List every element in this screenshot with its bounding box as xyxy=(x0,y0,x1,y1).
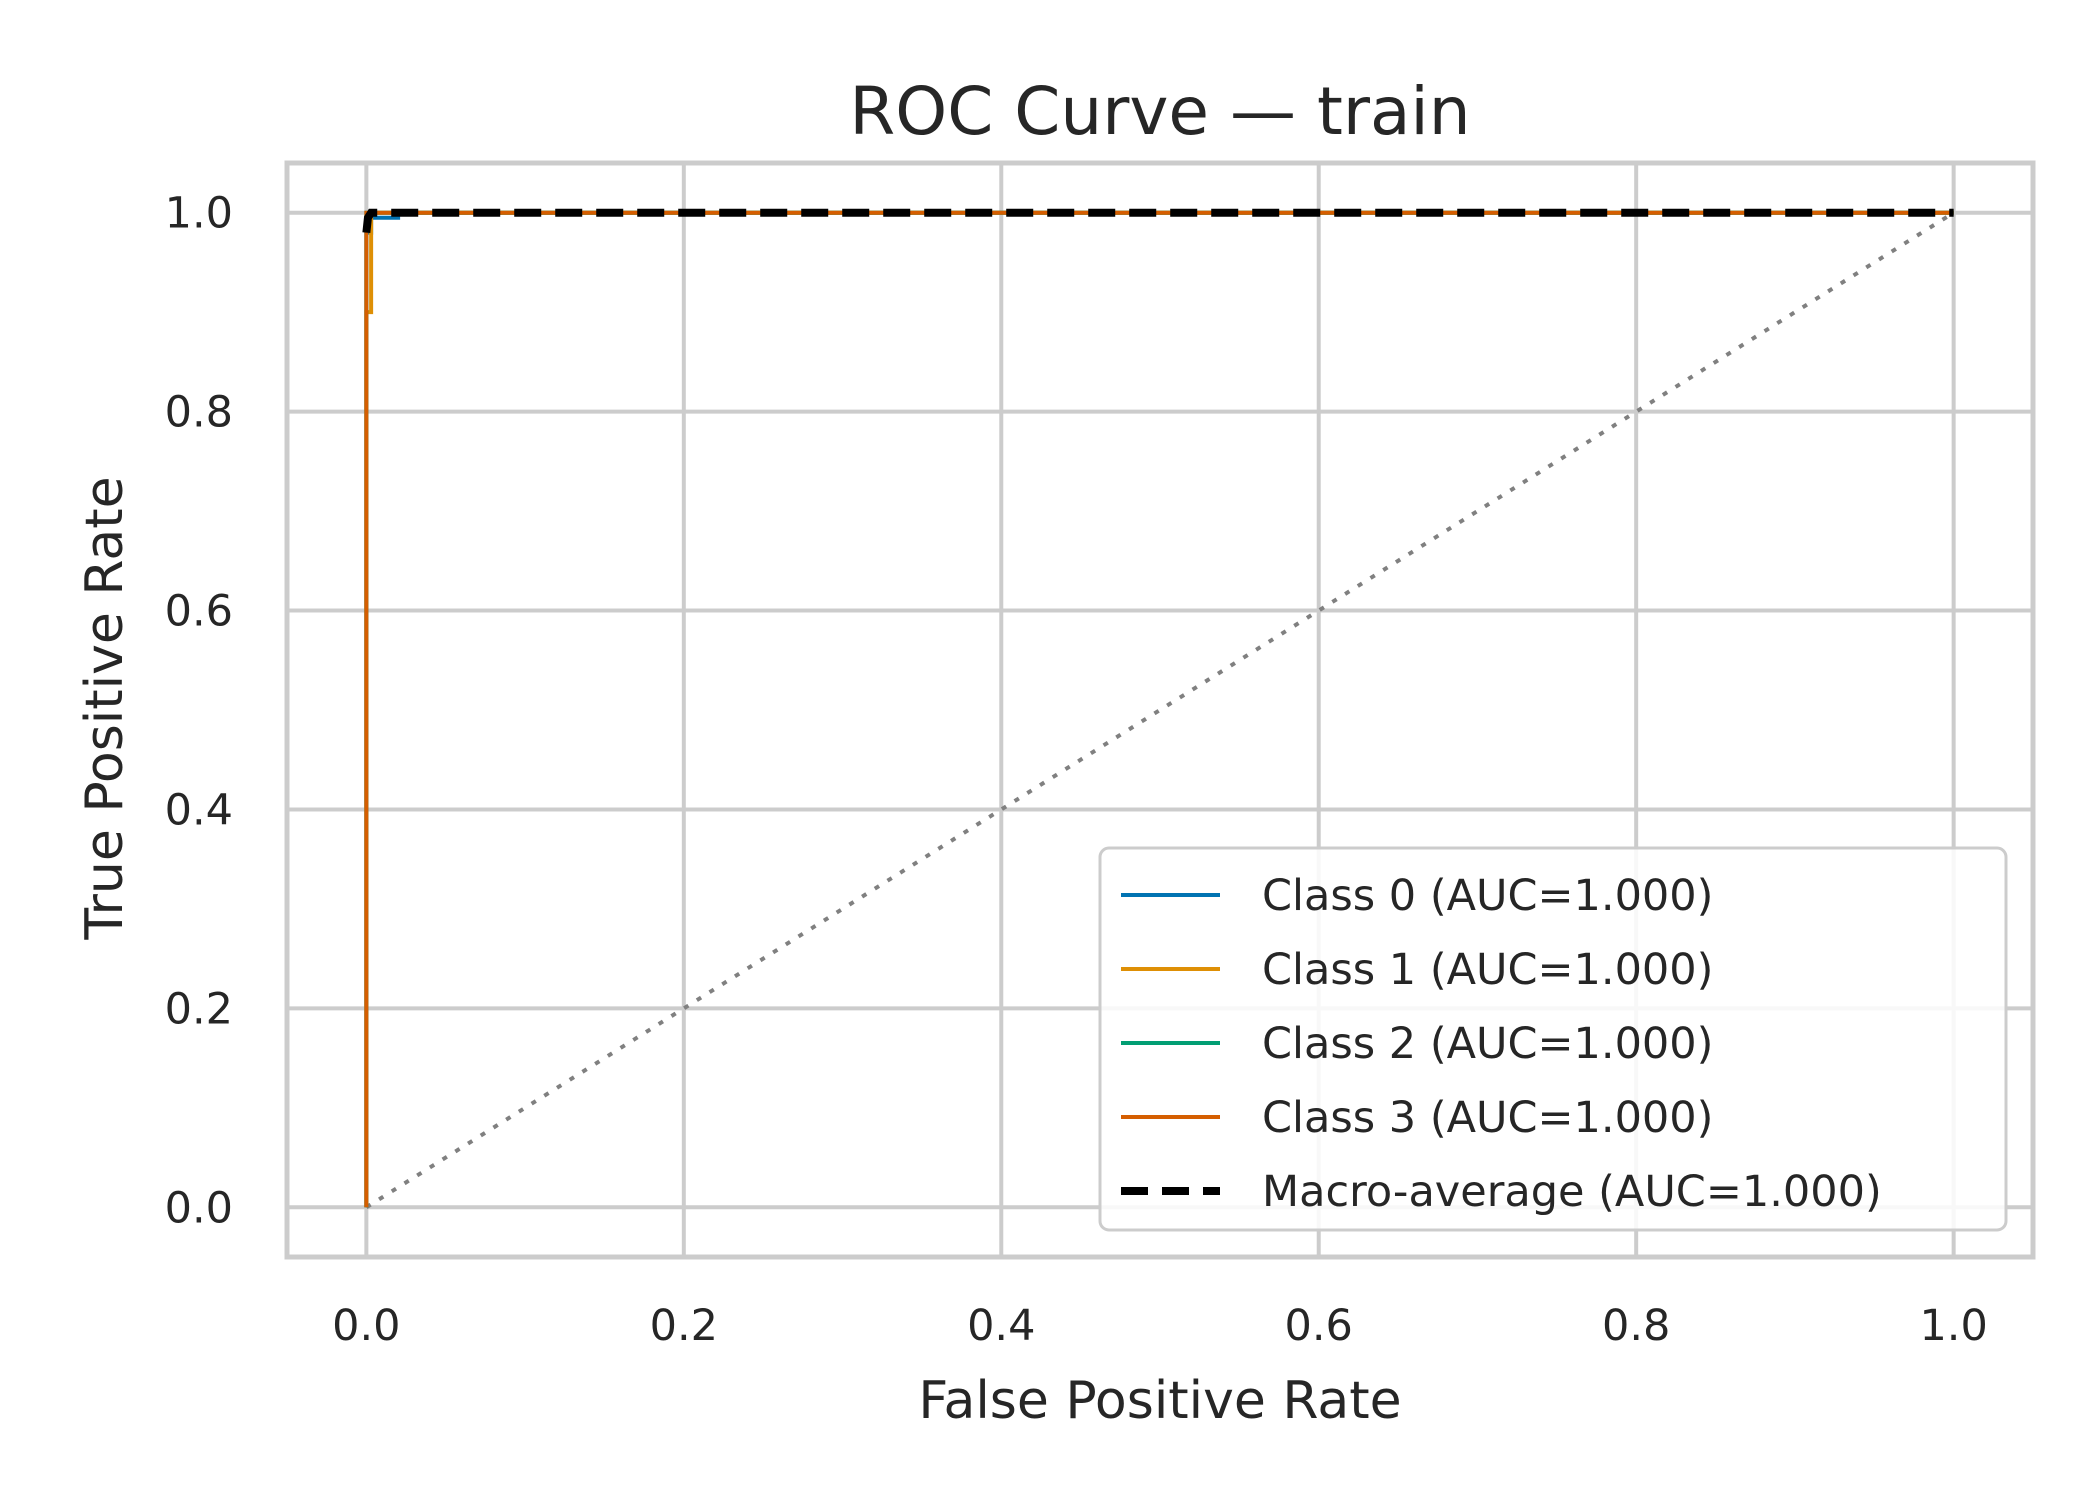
y-tick-label: 0.6 xyxy=(165,587,233,637)
reference-diagonal-line xyxy=(365,211,1955,1209)
legend: Class 0 (AUC=1.000) Class 1 (AUC=1.000) Cl… xyxy=(1098,846,2008,1232)
y-tick-labels: 0.0 0.2 0.4 0.6 0.8 1.0 xyxy=(165,189,233,1234)
x-tick-label: 0.4 xyxy=(967,1301,1035,1351)
x-tick-label: 1.0 xyxy=(1919,1301,1987,1351)
plot-frame xyxy=(284,160,2036,1260)
legend-label-3: Class 3 (AUC=1.000) xyxy=(1262,1093,1713,1143)
legend-label-1: Class 1 (AUC=1.000) xyxy=(1262,945,1713,995)
legend-label-0: Class 0 (AUC=1.000) xyxy=(1262,871,1713,921)
series-line-4 xyxy=(362,208,1954,234)
y-tick-label: 0.8 xyxy=(165,388,233,438)
x-axis-label: False Positive Rate xyxy=(918,1371,1401,1431)
x-tick-label: 0.0 xyxy=(332,1301,400,1351)
x-tick-labels: 0.0 0.2 0.4 0.6 0.8 1.0 xyxy=(332,1301,1988,1351)
y-tick-label: 0.0 xyxy=(165,1183,233,1233)
x-tick-label: 0.8 xyxy=(1602,1301,1670,1351)
chart-title: ROC Curve — train xyxy=(849,73,1470,150)
y-tick-label: 1.0 xyxy=(165,189,233,239)
x-tick-label: 0.2 xyxy=(650,1301,718,1351)
series-lines xyxy=(362,208,1954,1208)
reference-diagonal xyxy=(365,211,1955,1209)
y-tick-label: 0.2 xyxy=(165,984,233,1034)
legend-label-2: Class 2 (AUC=1.000) xyxy=(1262,1019,1713,1069)
legend-label-4: Macro-average (AUC=1.000) xyxy=(1262,1167,1882,1217)
y-axis-label: True Positive Rate xyxy=(75,476,135,940)
legend-box xyxy=(1098,846,2008,1232)
x-tick-label: 0.6 xyxy=(1285,1301,1353,1351)
legend-entries: Class 0 (AUC=1.000) Class 1 (AUC=1.000) Cl… xyxy=(1121,871,1882,1217)
y-tick-label: 0.4 xyxy=(165,785,233,835)
